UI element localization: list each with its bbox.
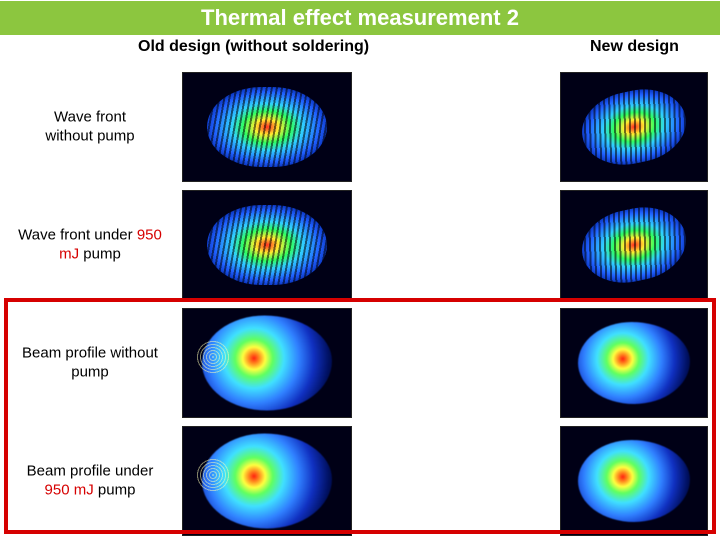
row-label: Wave front under 950mJ pump <box>0 226 180 264</box>
thermal-image-old <box>182 426 352 536</box>
row-1: Wave front under 950mJ pump <box>0 186 720 304</box>
thermal-image-old <box>182 190 352 300</box>
col-header-new: New design <box>590 38 679 56</box>
thermal-image-new <box>560 72 708 182</box>
thermal-image-old <box>182 72 352 182</box>
row-0: Wave frontwithout pump <box>0 68 720 186</box>
thermal-image-new <box>560 190 708 300</box>
beam-pattern <box>578 440 690 522</box>
title-bar: Thermal effect measurement 2 <box>0 0 720 36</box>
fringe-pattern <box>207 87 327 167</box>
thermal-image-new <box>560 426 708 536</box>
thermal-image-new <box>560 308 708 418</box>
ring-artifact <box>196 458 230 492</box>
col-header-old: Old design (without soldering) <box>138 38 369 56</box>
fringe-pattern <box>575 81 693 173</box>
row-3: Beam profile under950 mJ pump <box>0 422 720 540</box>
fringe-pattern <box>575 199 693 291</box>
page-title: Thermal effect measurement 2 <box>201 5 519 31</box>
row-2: Beam profile withoutpump <box>0 304 720 422</box>
row-label: Wave frontwithout pump <box>0 108 180 146</box>
ring-artifact <box>196 340 230 374</box>
row-label: Beam profile under950 mJ pump <box>0 462 180 500</box>
column-headers: Old design (without soldering) New desig… <box>0 38 720 68</box>
thermal-image-old <box>182 308 352 418</box>
fringe-pattern <box>207 205 327 285</box>
row-label: Beam profile withoutpump <box>0 344 180 382</box>
beam-pattern <box>578 322 690 404</box>
